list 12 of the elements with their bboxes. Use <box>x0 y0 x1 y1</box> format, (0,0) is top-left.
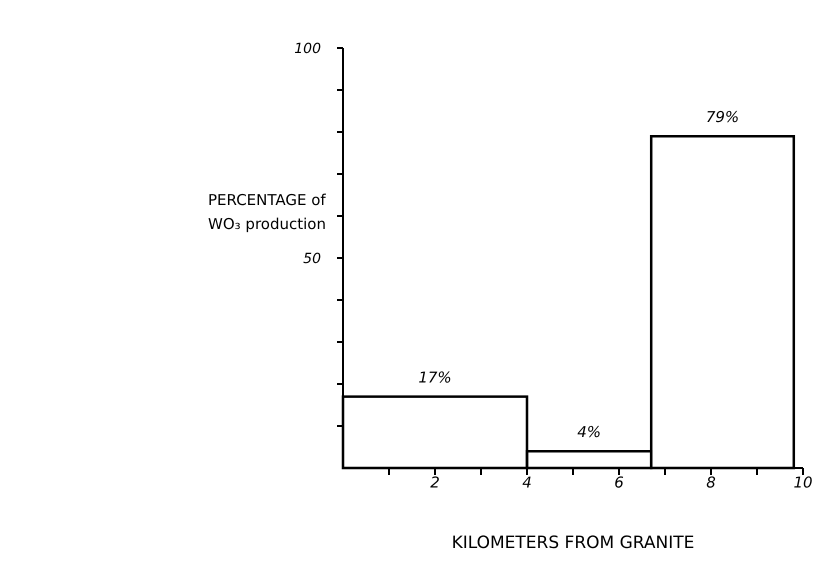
y-axis-title: PERCENTAGE of WO₃ production <box>208 190 327 235</box>
data-label: 4% <box>577 423 601 442</box>
x-tick-label: 2 <box>430 474 440 492</box>
y-tick-label: 100 <box>294 40 322 57</box>
x-tick-label: 10 <box>793 474 813 492</box>
x-tick-label: 4 <box>522 474 532 492</box>
data-label: 17% <box>418 368 452 387</box>
y-tick-label: 50 <box>303 250 322 267</box>
x-axis-title: KILOMETERS FROM GRANITE <box>452 533 694 553</box>
x-tick-label: 8 <box>706 474 716 492</box>
x-tick-label: 6 <box>614 474 624 492</box>
data-label: 79% <box>706 108 740 126</box>
